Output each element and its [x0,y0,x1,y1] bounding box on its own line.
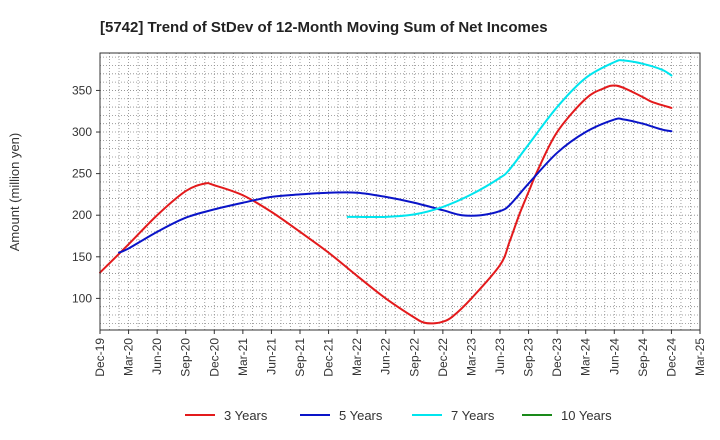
plot-area [100,53,700,330]
y-tick-label: 300 [72,125,92,139]
chart-title: [5742] Trend of StDev of 12-Month Moving… [100,19,548,36]
x-tick-label: Jun-23 [493,338,507,375]
series-lines [99,59,673,325]
y-tick-label: 100 [72,291,92,305]
y-tick-label: 150 [72,250,92,264]
x-tick-label: Sep-23 [522,338,536,377]
x-tick-label: Sep-22 [407,338,421,377]
plot-frame [99,52,701,331]
x-tick-label: Mar-25 [693,338,707,376]
x-tick-label: Dec-21 [322,338,336,377]
series-line-5-years [118,117,673,254]
x-tick-label: Jun-20 [150,338,164,375]
x-tick-label: Sep-24 [636,338,650,377]
x-tick-label: Mar-22 [350,338,364,376]
y-tick-label: 200 [72,208,92,222]
x-tick-label: Dec-24 [664,338,678,377]
legend-label-3-years: 3 Years [224,408,268,423]
legend: 3 Years 5 Years 7 Years 10 Years [185,408,612,423]
x-tick-label: Dec-22 [436,338,450,377]
x-tick-label: Sep-21 [293,338,307,377]
x-tick-label: Jun-24 [607,338,621,375]
x-tick-label: Sep-20 [179,338,193,377]
x-tick-label: Jun-22 [379,338,393,375]
x-tick-label: Dec-23 [550,338,564,377]
legend-label-10-years: 10 Years [561,408,612,423]
x-tick-label: Dec-19 [93,338,107,377]
y-axis-label: Amount (million yen) [7,133,22,252]
legend-label-7-years: 7 Years [451,408,495,423]
grid-lines [99,53,701,330]
x-tick-label: Mar-23 [464,338,478,376]
x-tick-label: Mar-21 [236,338,250,376]
x-tick-label: Dec-20 [207,338,221,377]
series-line-3-years [99,84,673,325]
legend-label-5-years: 5 Years [339,408,383,423]
y-tick-label: 250 [72,167,92,181]
x-tick-label: Mar-24 [579,338,593,376]
y-tick-label: 350 [72,83,92,97]
x-tick-label: Jun-21 [264,338,278,375]
x-tick-label: Mar-20 [122,338,136,376]
axes: 100 150 200 250 300 350 Dec-19 Mar-20 Jun-20 Sep-… [72,52,707,377]
series-line-7-years [346,59,673,219]
